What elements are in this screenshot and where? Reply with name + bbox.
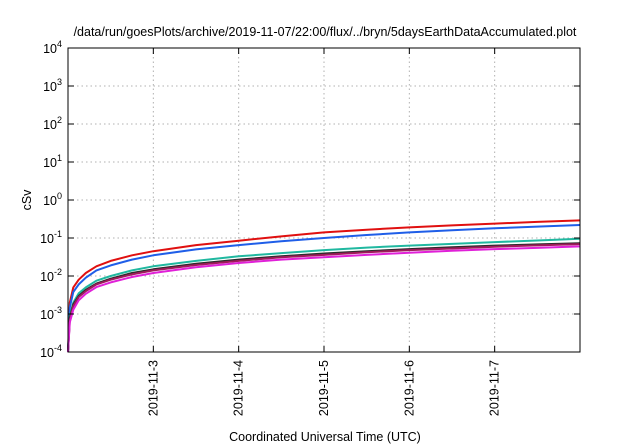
x-axis: 2019-11-3 2019-11-4 2019-11-5 2019-11-6 2019… [146,48,502,416]
grid [68,48,580,352]
x-axis-label: Coordinated Universal Time (UTC) [229,430,421,444]
series-line-3 [67,237,581,353]
y-axis-label: cSv [20,189,34,211]
x-tick-label: 2019-11-7 [488,360,502,416]
y-tick-label: 100 [43,191,62,208]
x-tick-label: 2019-11-4 [232,360,246,416]
series-line-6 [67,245,581,353]
y-tick-label: 10-3 [40,305,62,322]
chart-title: /data/run/goesPlots/archive/2019-11-07/2… [74,25,577,39]
y-tick-label: 102 [43,115,62,132]
x-tick-label: 2019-11-3 [146,360,160,416]
series-line-1 [67,219,581,353]
series-line-2 [67,224,581,353]
x-tick-label: 2019-11-5 [317,360,331,416]
y-tick-label: 10-2 [40,267,62,284]
y-tick-label: 103 [43,77,62,94]
y-tick-label: 10-1 [40,229,62,246]
series-group [67,219,581,353]
y-tick-label: 101 [43,153,62,170]
y-axis: 10-4 10-3 10-2 10-1 100 101 102 103 104 [40,39,580,360]
y-tick-label: 10-4 [40,343,62,360]
x-tick-label: 2019-11-6 [402,360,416,416]
y-tick-label: 104 [43,39,62,56]
series-line-5 [67,243,581,353]
